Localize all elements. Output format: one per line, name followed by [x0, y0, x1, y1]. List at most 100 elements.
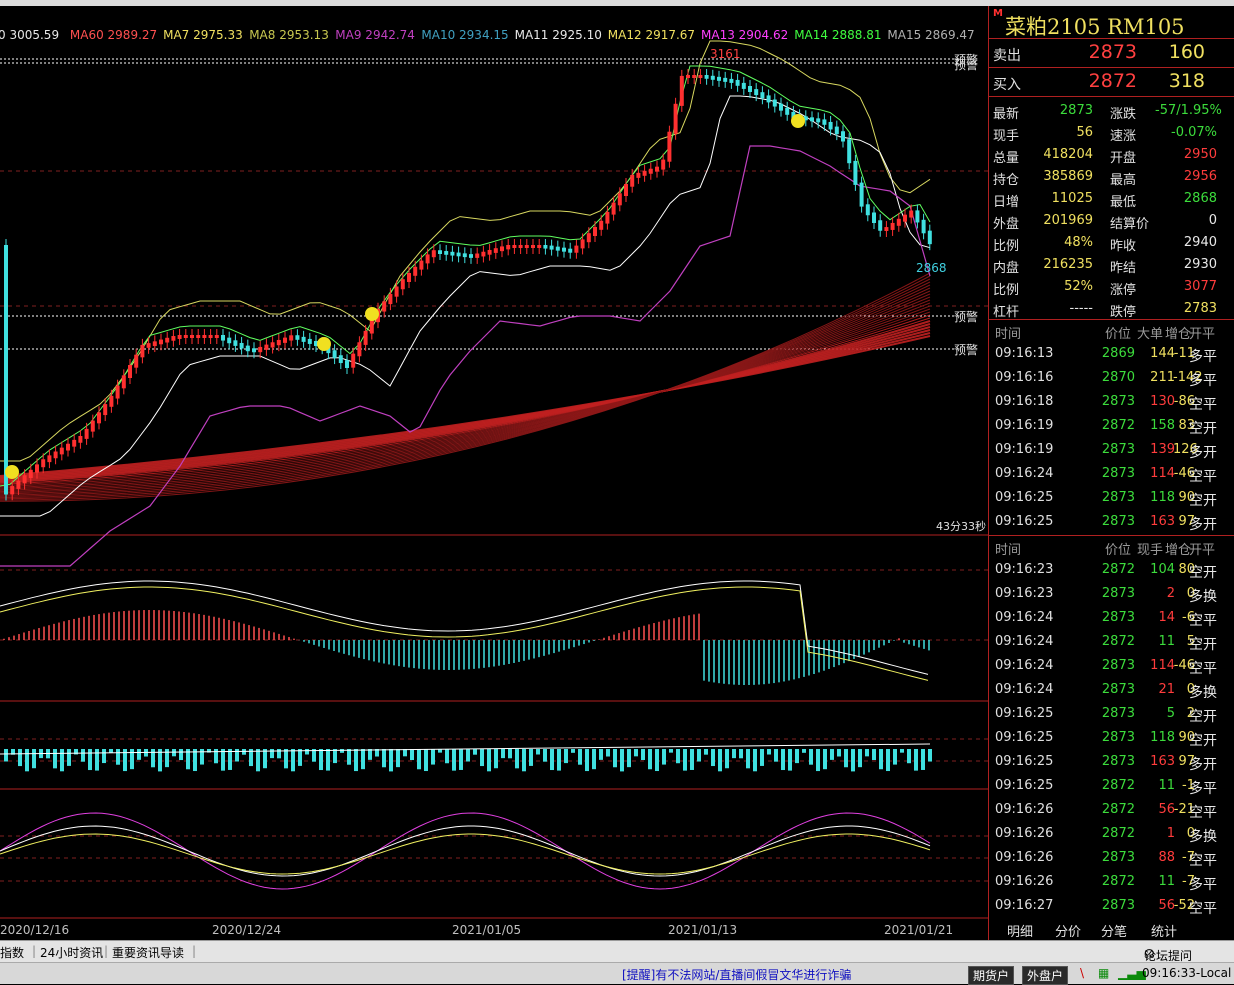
- volume-bar: [515, 749, 519, 769]
- candle-body: [202, 335, 207, 338]
- tick-row[interactable]: 09:16:26 2872 1 0 多换: [989, 822, 1234, 846]
- tick-row[interactable]: 09:16:18 2873 130 -86 空平: [989, 390, 1234, 414]
- tick-time: 09:16:25: [995, 706, 1054, 721]
- panel-tab[interactable]: 分价: [1055, 925, 1082, 940]
- quote-row: 现手 56 速涨 -0.07%: [989, 122, 1234, 144]
- volume-bar: [921, 749, 925, 770]
- candle-body: [97, 412, 101, 424]
- quote-label: 涨停: [1110, 283, 1137, 298]
- volume-bar: [571, 749, 575, 753]
- chart-grid: [0, 58, 988, 919]
- tick-row[interactable]: 09:16:26 2872 11 -7 多平: [989, 870, 1234, 894]
- candle-body: [252, 348, 256, 353]
- quote-value: 2783: [1183, 301, 1217, 316]
- tick-row[interactable]: 09:16:16 2870 211 -142 多平: [989, 366, 1234, 390]
- tick-row[interactable]: 09:16:25 2873 5 2 空开: [989, 702, 1234, 726]
- volume-bar: [613, 749, 617, 768]
- candle-body: [586, 233, 591, 243]
- scam-warning-link[interactable]: [提醒]有不法网站/直播间假冒文华进行诈骗: [622, 968, 852, 982]
- panel-tab[interactable]: 统计: [1151, 925, 1178, 940]
- tick-row[interactable]: 09:16:25 2873 163 97 多开: [989, 510, 1234, 534]
- candle-body: [710, 75, 715, 80]
- candle-body: [66, 443, 70, 451]
- volume-bar: [627, 749, 631, 768]
- tick-row[interactable]: 09:16:25 2873 118 90 空开: [989, 726, 1234, 750]
- alert-label-mid: 预警: [954, 309, 978, 324]
- divider: [989, 319, 1234, 320]
- tick-row[interactable]: 09:16:25 2873 118 90 空开: [989, 486, 1234, 510]
- quote-row: 比例 52% 涨停 3077: [989, 276, 1234, 298]
- kline-chart[interactable]: 2020/12/16 2020/12/24 2021/01/05 2021/01/13…: [0, 6, 988, 940]
- futures-account-button[interactable]: 期货户: [968, 966, 1015, 985]
- quote-label: 杠杆: [993, 305, 1020, 320]
- tick-volume: 118: [1150, 730, 1175, 745]
- news-item-index[interactable]: 指数: [0, 946, 25, 960]
- tick-row[interactable]: 09:16:26 2872 56 -21 空平: [989, 798, 1234, 822]
- quote-label: 最新: [993, 107, 1020, 122]
- candle-body: [431, 250, 436, 258]
- tick-row[interactable]: 09:16:25 2872 11 -1 多平: [989, 774, 1234, 798]
- candle-body: [648, 168, 653, 174]
- tick-header-cell: 增仓: [1165, 327, 1192, 342]
- contract-title[interactable]: 菜粕2105 RM105: [1005, 11, 1185, 41]
- candle-body: [686, 75, 690, 78]
- disconnect-icon: \: [1080, 966, 1085, 980]
- ma-fan-line: [0, 305, 931, 489]
- volume-bar: [648, 749, 652, 770]
- news-item-important[interactable]: 重要资讯导读: [112, 946, 185, 960]
- bid-row[interactable]: 买入 2872 318: [989, 68, 1234, 97]
- volume-bar: [102, 749, 106, 764]
- tick-row[interactable]: 09:16:19 2872 158 83 空开: [989, 414, 1234, 438]
- ask-price: 2873: [1088, 41, 1137, 63]
- tick-row[interactable]: 09:16:24 2873 21 0 多换: [989, 678, 1234, 702]
- tick-row[interactable]: 09:16:13 2869 144 -11 多平: [989, 342, 1234, 366]
- tick-type: 多换: [1189, 685, 1217, 701]
- candle-body: [859, 182, 864, 207]
- tick-row[interactable]: 09:16:24 2873 114 -46 空平: [989, 654, 1234, 678]
- tick-row[interactable]: 09:16:19 2873 139 126 多开: [989, 438, 1234, 462]
- x-date-label: 2021/01/13: [668, 923, 737, 937]
- tick-volume: 1: [1166, 826, 1175, 841]
- candle-body: [927, 230, 932, 245]
- tick-row[interactable]: 09:16:26 2873 88 -7 空平: [989, 846, 1234, 870]
- tick-oi-change: 126: [1173, 442, 1198, 457]
- panel-tab[interactable]: 分笔: [1101, 925, 1128, 940]
- tick-row[interactable]: 09:16:24 2872 11 5 空开: [989, 630, 1234, 654]
- tick-row[interactable]: 09:16:23 2872 104 80 空开: [989, 558, 1234, 582]
- volume-bar: [606, 749, 610, 757]
- panel-tab[interactable]: 明细: [1007, 925, 1034, 940]
- ma-fan-line: [0, 287, 931, 496]
- ma-fan-line: [0, 335, 931, 477]
- boll-lower-line: [0, 145, 931, 567]
- bid-volume: 318: [1168, 70, 1205, 92]
- volume-bar: [270, 749, 274, 759]
- ma-fan-line: [0, 311, 931, 487]
- volume-bar: [312, 749, 316, 762]
- candle-body: [543, 245, 548, 249]
- divider: [989, 535, 1234, 536]
- ask-row[interactable]: 卖出 2873 160: [989, 39, 1234, 68]
- grid-icon: ▦: [1098, 966, 1110, 980]
- volume-bar: [431, 749, 435, 765]
- tick-volume: 21: [1158, 682, 1175, 697]
- quote-label: 现手: [993, 129, 1020, 144]
- tick-row[interactable]: 09:16:25 2873 163 97 多开: [989, 750, 1234, 774]
- tick-row[interactable]: 09:16:27 2873 56 -52 空平: [989, 894, 1234, 918]
- ma-fan-line: [0, 275, 931, 501]
- tick-oi-change: 5: [1186, 634, 1195, 649]
- candle-body: [506, 245, 511, 250]
- tick-row[interactable]: 09:16:24 2873 14 -6 空平: [989, 606, 1234, 630]
- separator: |: [192, 944, 197, 958]
- volume-bar: [123, 749, 127, 772]
- quote-row: 日增 11025 最低 2868: [989, 188, 1234, 210]
- candle-body: [121, 375, 126, 389]
- alert-label-top2: 预警: [954, 57, 978, 72]
- volume-bar: [732, 749, 736, 759]
- tick-row[interactable]: 09:16:24 2873 114 -46 空平: [989, 462, 1234, 486]
- news-item-24h[interactable]: 24小时资讯: [40, 946, 104, 960]
- foreign-account-button[interactable]: 外盘户: [1022, 966, 1069, 985]
- tick-header-cell: 价位: [1105, 543, 1132, 558]
- candle-body: [314, 341, 318, 346]
- tick-row[interactable]: 09:16:23 2873 2 0 多换: [989, 582, 1234, 606]
- volume-bar: [305, 749, 309, 755]
